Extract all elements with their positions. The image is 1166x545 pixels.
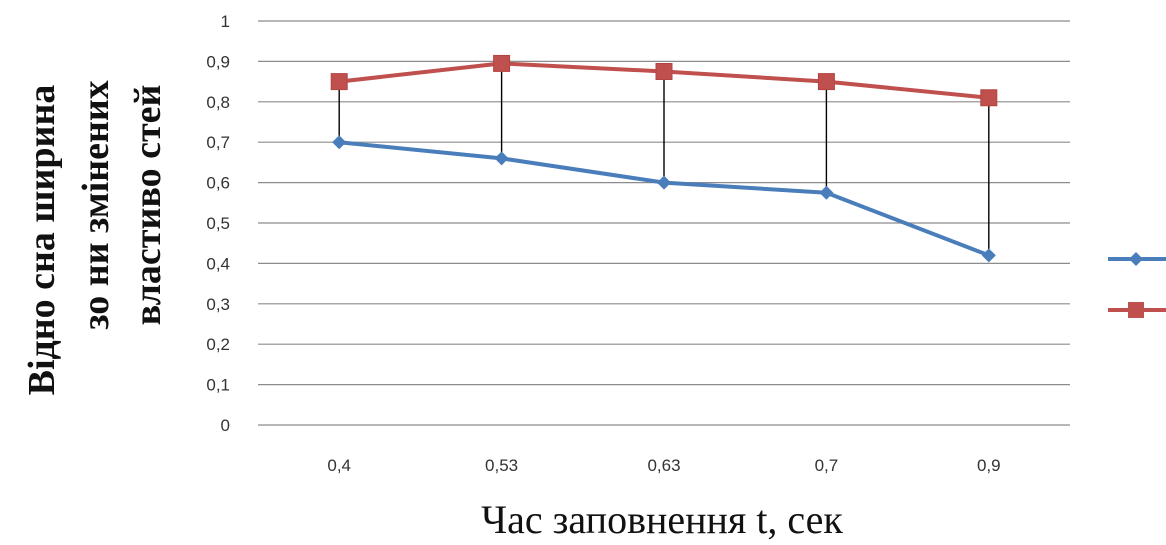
data-point-square — [493, 54, 511, 72]
y-tick-label: 0,1 — [206, 376, 230, 395]
x-tick-labels: 0,4 0,53 0,63 0,7 0,9 — [327, 456, 1000, 475]
x-tick-label: 0,7 — [815, 456, 839, 475]
series-1 — [330, 54, 998, 107]
data-point-diamond — [657, 175, 671, 190]
legend — [1108, 252, 1166, 318]
data-point-square — [655, 63, 673, 80]
x-tick-label: 0,53 — [485, 456, 518, 475]
x-tick-label: 0,4 — [327, 456, 351, 475]
y-tick-label: 0 — [221, 416, 230, 435]
data-point-diamond — [494, 151, 509, 166]
y-tick-label: 0,6 — [206, 174, 230, 193]
y-axis-label-line-3: властиво стей — [127, 85, 169, 326]
x-tick-label: 0,63 — [647, 456, 680, 475]
y-tick-label: 0,7 — [206, 133, 230, 152]
series-0 — [332, 135, 996, 263]
y-tick-label: 0,8 — [206, 93, 230, 112]
y-tick-label: 0,9 — [206, 52, 230, 71]
legend-entry-0 — [1108, 252, 1166, 266]
legend-entry-1 — [1108, 302, 1166, 318]
data-point-diamond — [332, 135, 347, 150]
y-axis-label-line-2: зо ни змінених — [75, 80, 117, 330]
y-axis-label: Відно сна ширина зо ни змінених властиво… — [21, 80, 169, 395]
y-tick-label: 0,3 — [206, 295, 230, 314]
x-tick-label: 0,9 — [977, 456, 1001, 475]
data-point-square — [980, 89, 998, 107]
y-tick-label: 0,4 — [206, 254, 230, 273]
data-point-diamond — [981, 248, 996, 263]
data-point-square — [330, 73, 348, 91]
x-axis-label: Час заповнення t, сек — [481, 497, 843, 540]
y-tick-label: 0,5 — [206, 214, 230, 233]
y-axis-label-line-1: Відно сна ширина — [21, 85, 63, 396]
y-tick-label: 0,2 — [206, 335, 230, 354]
y-tick-label: 1 — [221, 12, 230, 31]
data-point-square — [817, 73, 835, 91]
series — [330, 54, 998, 263]
data-point-diamond — [819, 185, 834, 200]
legend-marker-diamond — [1129, 252, 1143, 266]
y-tick-labels: 0 0,1 0,2 0,3 0,4 0,5 0,6 0,7 0,8 0,9 1 — [206, 12, 230, 435]
drop-lines — [338, 63, 990, 256]
legend-marker-square — [1128, 302, 1144, 318]
